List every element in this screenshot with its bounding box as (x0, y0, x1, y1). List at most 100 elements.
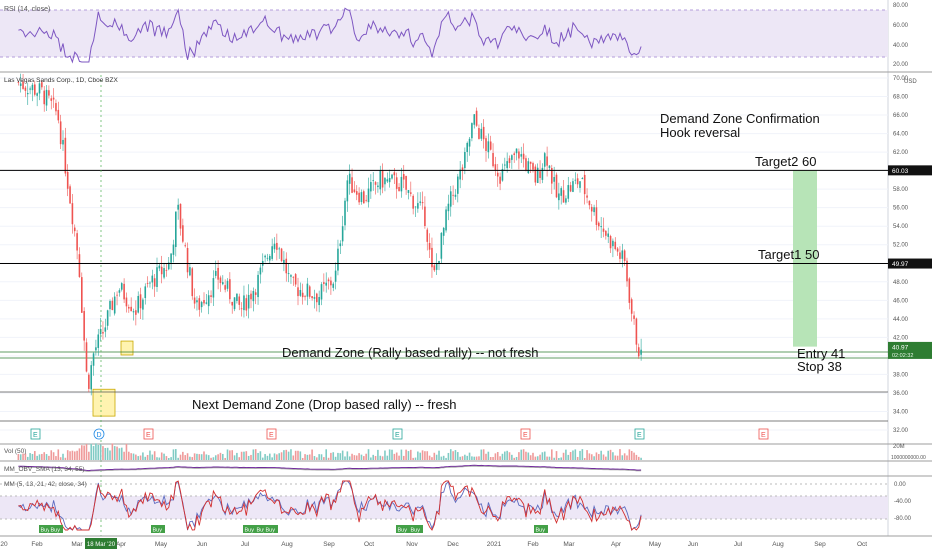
rsi-band (0, 10, 888, 57)
volume-bar (153, 451, 156, 460)
buy-signal-tag[interactable] (409, 525, 423, 533)
candle-body (41, 82, 43, 88)
volume-bar (602, 454, 605, 460)
buy-signal-tag[interactable] (534, 525, 548, 533)
candle-body (135, 310, 137, 315)
volume-bar (440, 456, 443, 460)
volume-bar (351, 453, 353, 460)
buy-signal-tag[interactable] (243, 525, 257, 533)
event-marker[interactable]: E (143, 428, 154, 440)
volume-bar (285, 449, 288, 460)
candle-body (560, 188, 563, 196)
price-axis-tick: 44.00 (893, 317, 909, 323)
buy-signal-tag[interactable] (264, 525, 278, 533)
obv-pane[interactable]: MM_OBV_SMA (13, 34, 55) (4, 464, 642, 473)
time-axis[interactable]: 20 Feb Mar 18 Mar '20 Apr May Jun Jul Aug Sep Oct N… (0, 538, 867, 549)
buy-signal-tag[interactable] (39, 525, 53, 533)
volume-bar (172, 449, 175, 460)
candle-body (71, 203, 74, 225)
time-axis-label: Mar (71, 541, 83, 548)
event-marker[interactable]: D (93, 428, 105, 440)
price-axis-tick: 56.00 (893, 206, 909, 212)
volume-bar (116, 446, 118, 460)
rsi-pane[interactable]: RSI (14, close) 80.00 60.00 40.00 20.00 (0, 3, 909, 68)
event-marker[interactable]: E (520, 428, 531, 440)
buy-signal-tag[interactable] (151, 525, 165, 533)
volume-bar (508, 452, 511, 460)
candle-body (231, 301, 234, 306)
candle-body (518, 151, 520, 159)
candle-body (623, 250, 626, 261)
volume-bar (496, 452, 499, 460)
volume-axis-tick: 1000000000.00 (891, 455, 926, 461)
candle-body (43, 90, 46, 105)
candle-body (104, 327, 107, 332)
price-pane[interactable]: Las Vegas Sands Corp., 1D, Cboe BZX USD … (0, 73, 932, 536)
svg-text:E: E (269, 432, 274, 439)
candle-body (466, 142, 469, 152)
volume-bar (407, 451, 410, 460)
event-marker[interactable]: E (758, 428, 769, 440)
volume-bar (151, 454, 154, 460)
candle-body (546, 156, 548, 166)
obv-label: MM_OBV_SMA (13, 34, 55) (4, 466, 85, 473)
candle-body (442, 227, 445, 236)
candle-body (506, 161, 508, 169)
candle-body (489, 141, 492, 150)
volume-bar (395, 452, 398, 460)
candle-body (353, 189, 356, 193)
buy-signal-tag[interactable] (396, 525, 410, 533)
candle-body (316, 293, 318, 303)
event-marker[interactable]: E (392, 428, 403, 440)
time-axis-label: Jul (241, 541, 250, 548)
candle-body (158, 265, 161, 269)
volume-bar (123, 451, 125, 460)
time-axis-label: May (155, 541, 168, 548)
time-axis-label: Jul (734, 541, 743, 548)
candle-body (297, 287, 299, 297)
volume-bar (619, 449, 621, 460)
volume-bar (473, 456, 476, 460)
price-badge-value: 60.03 (892, 168, 909, 175)
volume-bar (609, 449, 612, 460)
candle-body (478, 128, 480, 139)
candle-body (118, 290, 121, 293)
candle-body (412, 195, 414, 209)
volume-bar (203, 451, 205, 460)
volume-bar (217, 454, 219, 460)
buy-signal-tag[interactable] (49, 525, 63, 533)
volume-bar (229, 450, 231, 460)
candle-body (593, 207, 595, 213)
candle-body (139, 294, 142, 309)
candle-body (452, 194, 454, 196)
volume-bar (381, 456, 384, 460)
volume-bar (212, 457, 215, 460)
volume-bar (480, 449, 483, 460)
momentum-pane[interactable]: Buy Buy Buy Buy Buy Buy Buy Buy Buy MM (5, 13, 2… (0, 480, 912, 534)
volume-bar (179, 454, 182, 460)
candle-body (304, 296, 306, 298)
candle-body (496, 172, 499, 177)
volume-bar (539, 454, 541, 460)
volume-bar (280, 452, 283, 460)
price-axis-tick: 54.00 (893, 224, 909, 230)
volume-pane[interactable]: Vol (50) 20M 1000000000.00 (4, 443, 926, 461)
event-marker[interactable]: E (30, 428, 41, 440)
candle-body (106, 310, 109, 326)
event-marker[interactable]: E (266, 428, 277, 440)
candle-body (360, 192, 363, 203)
candle-body (600, 226, 602, 228)
candle-body (151, 275, 154, 283)
volume-bar (346, 451, 349, 460)
price-axis-tick: 32.00 (893, 428, 909, 434)
buy-signal-tag[interactable] (255, 525, 269, 533)
candle-body (146, 282, 149, 284)
volume-bar (607, 450, 610, 460)
candle-body (259, 267, 262, 275)
volume-bar (254, 449, 257, 460)
volume-bar (417, 451, 419, 460)
obv-line (18, 464, 642, 472)
candle-body (332, 283, 335, 288)
event-marker[interactable]: E (634, 428, 645, 440)
